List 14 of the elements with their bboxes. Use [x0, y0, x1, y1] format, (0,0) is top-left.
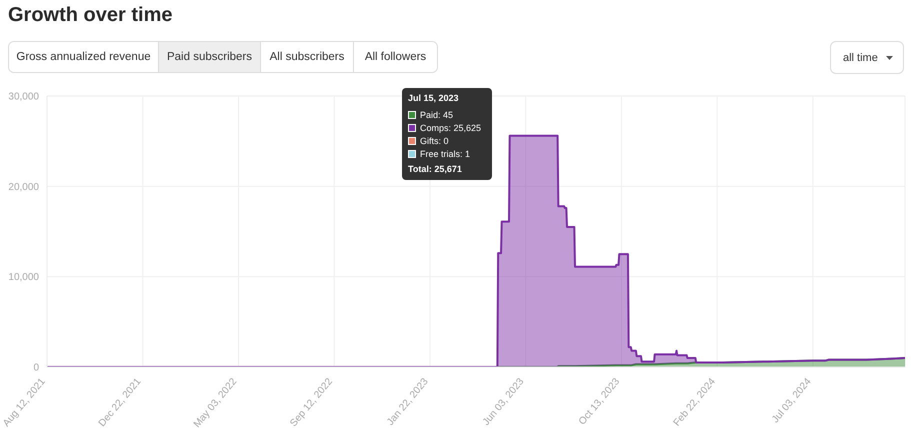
y-tick-label: 30,000: [8, 92, 40, 103]
annotation: Jul 15, 2023: [408, 93, 459, 103]
chart-title: Growth over time: [8, 4, 172, 26]
annotation: Paid: 45: [420, 110, 454, 120]
annotation: Comps: 25,625: [420, 122, 482, 132]
y-tick-label: 0: [33, 362, 40, 374]
y-tick-label: 10,000: [8, 272, 40, 284]
annotation: Free trials: 1: [420, 148, 470, 158]
annotation: Total: 25,671: [408, 164, 462, 174]
dropdown: all time: [830, 41, 904, 74]
y-tick-label: 20,000: [8, 182, 40, 193]
annotation: Gifts: 0: [420, 136, 449, 146]
tab: All followers: [353, 42, 437, 72]
tab: Paid subscribers: [158, 42, 260, 72]
